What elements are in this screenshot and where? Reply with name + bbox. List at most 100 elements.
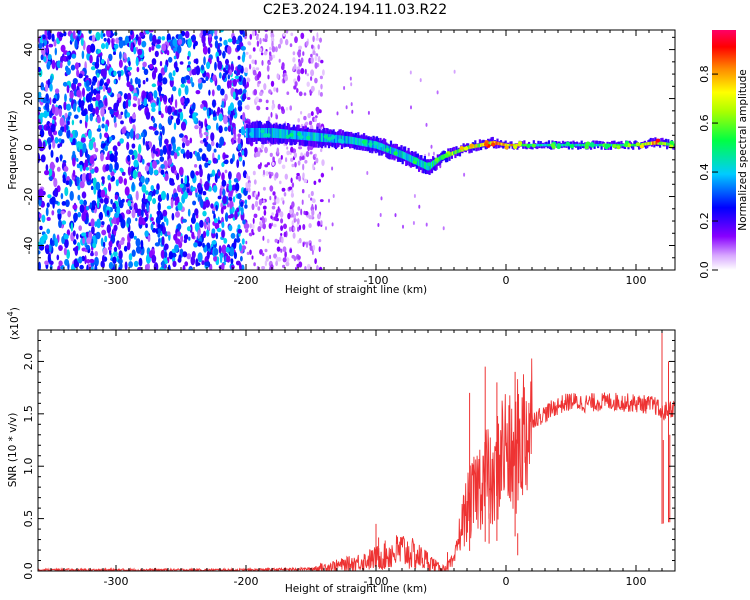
heatmap-cell (85, 114, 89, 123)
heatmap-cell (155, 150, 158, 155)
heatmap-cell (98, 86, 103, 90)
heatmap-cell (153, 90, 158, 99)
heatmap-cell (81, 172, 87, 183)
heatmap-cell (200, 103, 204, 109)
heatmap-cell (209, 186, 212, 192)
heatmap-cell (285, 257, 290, 263)
heatmap-cell (274, 195, 277, 200)
heatmap-cell (312, 244, 316, 251)
heatmap-cell (94, 256, 99, 267)
heatmap-cell (600, 143, 603, 147)
heatmap-cell (85, 206, 90, 211)
heatmap-cell (209, 43, 213, 48)
heatmap-cell (319, 199, 324, 203)
heatmap-cell (276, 87, 279, 93)
heatmap-cell (113, 115, 117, 124)
heatmap-cell (296, 88, 299, 93)
heatmap-cell (269, 185, 274, 192)
heatmap-cell (303, 178, 308, 183)
heatmap-cell (277, 157, 282, 165)
heatmap-cell (160, 190, 167, 201)
heatmap-cell (282, 246, 287, 253)
heatmap-cell (199, 219, 204, 228)
heatmap-cell (474, 140, 477, 148)
heatmap-cell (212, 110, 216, 119)
heatmap-cell (46, 43, 49, 54)
heatmap-cell (194, 164, 198, 168)
heatmap-cell (207, 47, 211, 55)
heatmap-cell (256, 128, 259, 138)
heatmap-cell (212, 99, 216, 108)
heatmap-cell (460, 148, 463, 152)
heatmap-cell (279, 180, 282, 185)
heatmap-cell (279, 211, 284, 218)
heatmap-cell (200, 64, 205, 71)
heatmap-cell (202, 106, 207, 111)
heatmap-cell (95, 99, 99, 109)
heatmap-cell (229, 79, 232, 89)
heatmap-cell (104, 97, 108, 107)
heatmap-cell (506, 143, 510, 147)
heatmap-cell (118, 213, 122, 220)
heatmap-cell (198, 148, 203, 153)
heatmap-cell (184, 261, 189, 267)
heatmap-cell (76, 158, 79, 162)
heatmap-cell (77, 30, 81, 35)
heatmap-cell (106, 30, 111, 38)
heatmap-cell (77, 194, 81, 201)
heatmap-cell (273, 223, 277, 228)
heatmap-cell (175, 211, 180, 218)
heatmap-cell (294, 161, 297, 168)
heatmap-cell (82, 237, 85, 245)
heatmap-cell (169, 181, 175, 186)
heatmap-cell (312, 35, 315, 42)
heatmap-cell (167, 105, 173, 115)
heatmap-cell (213, 148, 217, 153)
heatmap-cell (131, 208, 136, 219)
heatmap-cell (652, 141, 655, 145)
heatmap-cell (94, 166, 99, 173)
heatmap-cell (187, 38, 192, 48)
heatmap-cell (47, 54, 52, 61)
heatmap-cell (223, 67, 226, 73)
heatmap-cell (49, 83, 53, 92)
heatmap-cell (51, 33, 55, 42)
heatmap-cell (504, 145, 509, 150)
heatmap-cell (69, 91, 74, 99)
heatmap-cell (87, 153, 90, 164)
heatmap-cell (654, 141, 657, 145)
heatmap-cell (156, 96, 159, 106)
heatmap-cell (270, 264, 274, 270)
heatmap-cell (268, 223, 272, 229)
heatmap-cell (136, 66, 140, 73)
heatmap-cell (113, 102, 119, 112)
heatmap-cell (451, 151, 455, 156)
heatmap-cell (197, 78, 202, 84)
heatmap-cell (158, 87, 161, 97)
heatmap-cell (166, 218, 169, 226)
heatmap-cell (309, 151, 313, 155)
heatmap-cell (494, 141, 497, 145)
heatmap-cell (337, 138, 343, 143)
heatmap-cell (219, 254, 223, 264)
heatmap-cell (590, 144, 593, 150)
heatmap-cell (264, 38, 268, 43)
heatmap-cell (242, 93, 247, 100)
heatmap-cell (304, 159, 308, 164)
heatmap-cell (56, 254, 60, 261)
heatmap-cell (74, 39, 78, 50)
heatmap-cell (66, 129, 71, 139)
heatmap-cell (453, 150, 456, 155)
heatmap-cell (106, 64, 110, 71)
heatmap-cell (444, 153, 449, 158)
heatmap-cell (151, 107, 156, 112)
heatmap-cell (349, 76, 352, 81)
heatmap-cell (564, 143, 567, 147)
heatmap-cell (599, 141, 602, 146)
heatmap-cell (183, 104, 186, 110)
heatmap-cell (72, 30, 76, 39)
heatmap-cell (118, 250, 123, 260)
y-tick-label: -40 (22, 237, 35, 255)
heatmap-cell (142, 95, 145, 100)
heatmap-cell (104, 235, 108, 243)
